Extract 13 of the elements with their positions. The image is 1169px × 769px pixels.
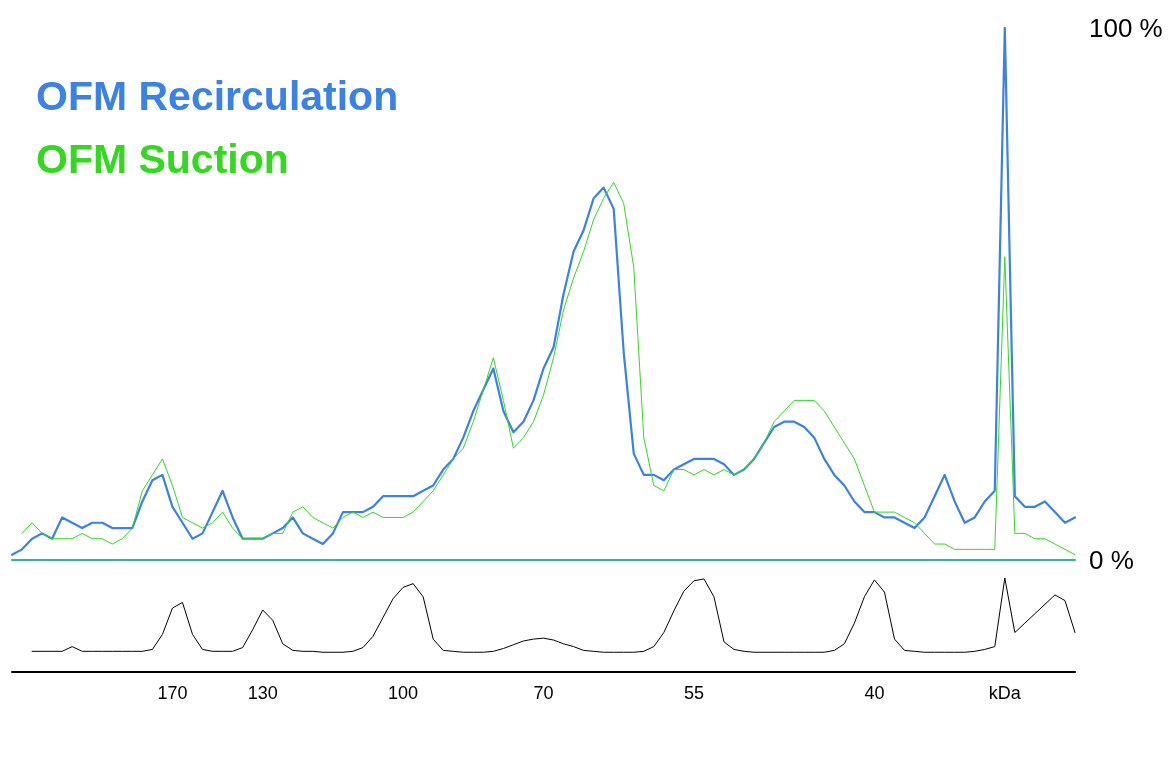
line-series (21, 181, 1076, 556)
x-tick-label: 55 (683, 683, 704, 703)
y-tick-label: 0 % (1089, 545, 1134, 575)
x-tick-label: 40 (864, 683, 885, 703)
x-tick-label: 130 (247, 683, 278, 703)
x-tick-label: kDa (988, 683, 1022, 703)
x-tick-label: 70 (533, 683, 554, 703)
text: OFM Recirculation (36, 72, 399, 119)
x-tick-label: 170 (157, 683, 188, 703)
x-tick-label: 100 (388, 683, 419, 703)
y-tick-label: 100 % (1089, 13, 1163, 43)
line-series (10, 26, 1077, 556)
text: OFM Suction (36, 135, 289, 182)
